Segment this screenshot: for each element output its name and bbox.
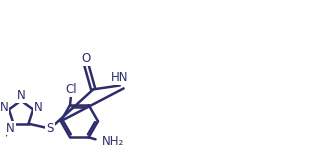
Text: Cl: Cl bbox=[65, 83, 77, 96]
Text: N: N bbox=[0, 101, 8, 114]
Text: N: N bbox=[34, 101, 43, 114]
Text: N: N bbox=[17, 89, 26, 102]
Text: O: O bbox=[82, 52, 91, 66]
Text: HN: HN bbox=[111, 71, 128, 84]
Text: N: N bbox=[6, 122, 15, 135]
Text: NH₂: NH₂ bbox=[101, 135, 124, 148]
Text: S: S bbox=[46, 122, 54, 135]
